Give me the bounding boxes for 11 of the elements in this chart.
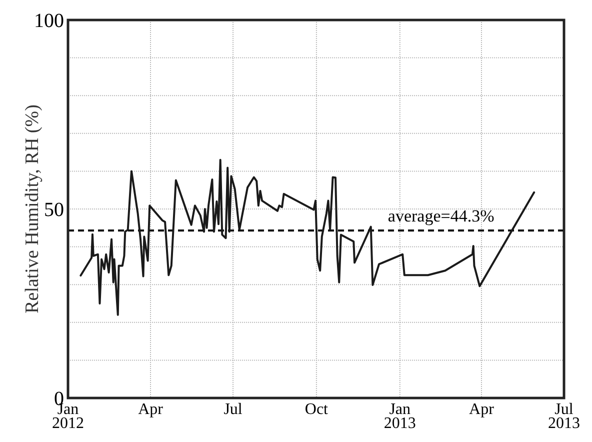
ref-line-label: average=44.3% — [388, 206, 494, 226]
x-tick-label: Jul — [224, 401, 243, 418]
y-axis-title: Relative Humidity, RH (%) — [22, 104, 43, 314]
x-tick-label: Jul 2013 — [548, 401, 580, 432]
y-tick-label: 100 — [34, 10, 64, 32]
x-tick-label: Apr — [138, 401, 164, 418]
y-tick-label: 50 — [44, 199, 64, 221]
line-series — [80, 158, 536, 316]
x-tick-label: Jan 2013 — [384, 401, 416, 432]
x-tick-label: Apr — [469, 401, 495, 418]
x-tick-label: Oct — [304, 401, 329, 418]
